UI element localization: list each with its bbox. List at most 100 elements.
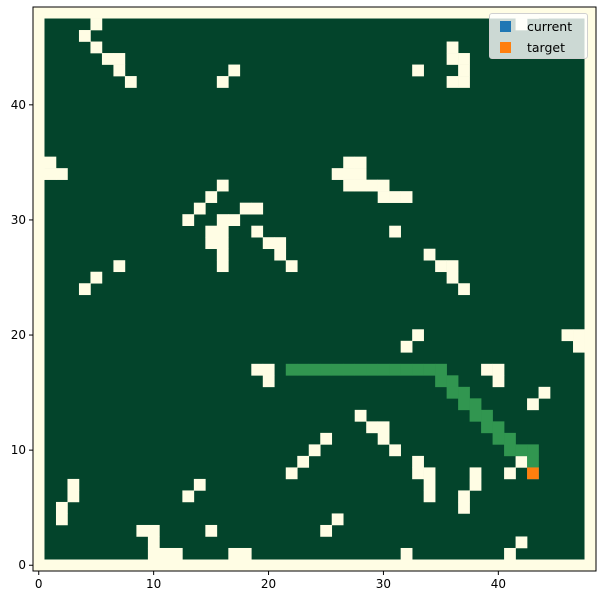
y-tick-label: 20	[11, 328, 26, 342]
obstacle-cell	[423, 467, 436, 480]
x-axis-ticks: 0 10 20 30 40	[35, 571, 506, 591]
obstacle-cell	[423, 478, 436, 491]
obstacle-cell	[504, 547, 516, 560]
obstacle-cell	[354, 168, 367, 180]
x-tick-label: 20	[261, 577, 276, 591]
path-cell	[458, 386, 470, 399]
path-cell	[331, 363, 344, 376]
obstacle-cell	[366, 421, 378, 434]
obstacle-cell	[354, 409, 367, 422]
obstacle-cell	[147, 547, 160, 560]
obstacle-cell	[90, 18, 103, 31]
obstacle-cell	[205, 237, 218, 250]
obstacle-cell	[377, 191, 390, 203]
target-square-icon	[500, 41, 511, 53]
target-cell	[527, 467, 539, 480]
obstacle-cell	[538, 386, 551, 399]
obstacle-cell	[78, 30, 91, 42]
obstacle-cell	[216, 214, 229, 226]
obstacle-cell	[228, 64, 241, 77]
obstacle-cell	[458, 490, 470, 503]
obstacle-cell	[423, 248, 436, 261]
obstacle-cell	[182, 214, 195, 226]
y-tick-label: 10	[11, 443, 26, 457]
path-cell	[527, 455, 539, 468]
obstacle-cell	[446, 41, 459, 54]
obstacle-cell	[78, 283, 91, 296]
path-cell	[435, 363, 447, 376]
obstacle-cell	[573, 329, 585, 342]
obstacle-cell	[331, 168, 344, 180]
obstacle-cell	[343, 168, 356, 180]
obstacle-cell	[320, 524, 333, 537]
obstacle-cell	[527, 7, 539, 19]
obstacle-cell	[216, 237, 229, 250]
obstacle-cell	[216, 225, 229, 238]
path-cell	[343, 363, 356, 376]
obstacle-cell	[377, 421, 390, 434]
obstacle-cell	[400, 547, 413, 560]
axes-frame	[32, 6, 597, 572]
obstacle-cell	[458, 76, 470, 88]
obstacle-cell	[285, 260, 298, 273]
obstacle-cell	[216, 248, 229, 261]
obstacle-cell	[412, 329, 424, 342]
obstacle-cell	[435, 260, 447, 273]
obstacle-cell	[262, 363, 275, 376]
obstacle-cell	[515, 536, 528, 549]
obstacle-cell	[216, 260, 229, 273]
obstacle-cell	[412, 467, 424, 480]
obstacle-cell	[527, 398, 539, 411]
obstacle-cell	[331, 513, 344, 526]
obstacle-cell	[228, 214, 241, 226]
obstacle-cell	[343, 156, 356, 169]
obstacle-cell	[205, 191, 218, 203]
y-tick-label: 0	[18, 558, 26, 572]
obstacle-cell	[308, 444, 321, 457]
legend-item-target: target	[500, 39, 565, 55]
path-cell	[354, 363, 367, 376]
legend: current target	[489, 13, 588, 59]
obstacle-cell	[377, 179, 390, 192]
obstacle-cell	[492, 375, 505, 388]
path-cell	[446, 375, 459, 388]
path-cell	[320, 363, 333, 376]
path-cell	[492, 432, 505, 445]
path-cell	[435, 375, 447, 388]
obstacle-cell	[573, 340, 585, 353]
obstacle-cell	[389, 225, 401, 238]
obstacle-cell	[320, 432, 333, 445]
path-cell	[423, 363, 436, 376]
obstacle-cell	[262, 375, 275, 388]
obstacle-cell	[228, 547, 241, 560]
obstacle-cell	[446, 260, 459, 273]
path-cell	[446, 386, 459, 399]
obstacle-cell	[147, 536, 160, 549]
obstacle-cell	[182, 490, 195, 503]
path-cell	[366, 363, 378, 376]
path-cell	[412, 363, 424, 376]
obstacle-cell	[458, 501, 470, 514]
x-tick-label: 0	[35, 577, 43, 591]
obstacle-cell	[492, 363, 505, 376]
obstacle-cell	[285, 467, 298, 480]
path-cell	[389, 363, 401, 376]
obstacle-cell	[274, 248, 287, 261]
path-cell	[515, 444, 528, 457]
y-tick-label: 40	[11, 98, 26, 112]
path-cell	[400, 363, 413, 376]
obstacle-cell	[55, 501, 68, 514]
obstacle-cell	[412, 455, 424, 468]
obstacle-cell	[400, 191, 413, 203]
obstacle-cell	[136, 524, 149, 537]
obstacle-cell	[389, 191, 401, 203]
x-tick-label: 10	[146, 577, 161, 591]
obstacle-cell	[205, 524, 218, 537]
path-cell	[481, 421, 493, 434]
free-space-area	[44, 18, 585, 560]
obstacle-cell	[33, 156, 45, 169]
x-tick-label: 40	[491, 577, 506, 591]
obstacle-cell	[458, 283, 470, 296]
path-cell	[504, 432, 516, 445]
obstacle-cell	[446, 271, 459, 284]
